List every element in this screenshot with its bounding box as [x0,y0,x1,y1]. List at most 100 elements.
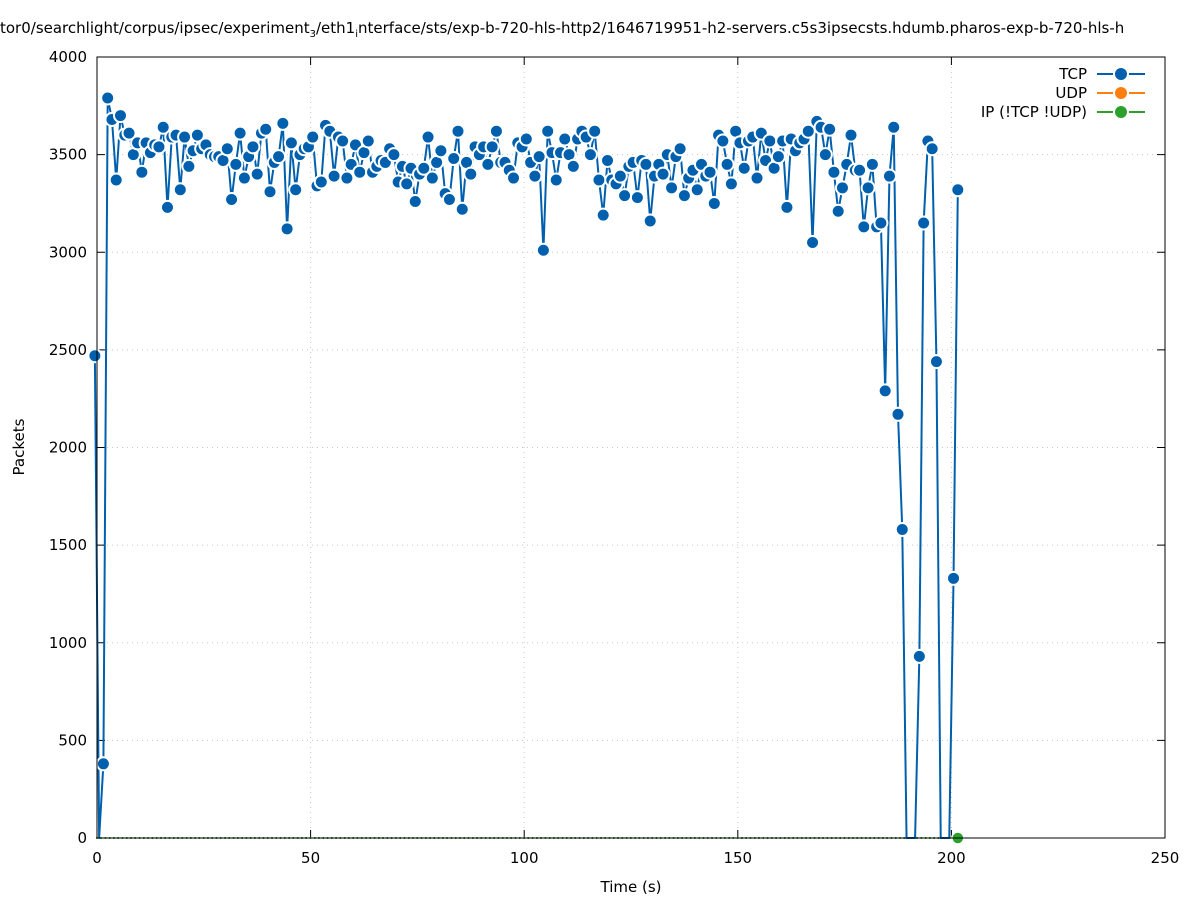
tcp-point [249,166,265,182]
tcp-point [288,182,304,198]
tcp-point [548,172,564,188]
tcp-point [313,174,329,190]
x-tick-label: 250 [1151,849,1180,867]
tcp-point [770,149,786,165]
tcp-point [535,242,551,258]
tcp-point [245,139,261,155]
title-subscript: 3 [309,29,316,40]
tcp-point [911,648,927,664]
tcp-point [279,221,295,237]
tcp-point [843,127,859,143]
y-tick-label: 1000 [49,634,87,652]
tcp-point [224,192,240,208]
tcp-point [446,151,462,167]
x-tick-label: 0 [92,849,102,867]
tcp-point [420,129,436,145]
tcp-point [595,207,611,223]
title-part: nterface/sts/exp-b-720-hls-http2/1646719… [358,19,1125,37]
tcp-point [181,158,197,174]
legend-label: UDP [1055,84,1087,102]
tcp-point [159,199,175,215]
x-tick-label: 200 [937,849,966,867]
tcp-point [108,172,124,188]
tcp-point [155,119,171,135]
tcp-point [271,149,287,165]
tcp-point [531,149,547,165]
tcp-point [134,164,150,180]
tcp-point [339,170,355,186]
tcp-point [433,143,449,159]
y-tick-label: 2000 [49,439,87,457]
tcp-point [87,348,103,364]
legend-marker [1115,68,1127,80]
title-part: /eth1 [316,19,356,37]
title-part: tor0/searchlight/corpus/ipsec/experiment [0,19,310,37]
tcp-point [702,164,718,180]
tcp-point [689,182,705,198]
tcp-point [407,193,423,209]
tcp-point [924,141,940,157]
tcp-point [762,133,778,149]
tcp-point [305,129,321,145]
tcp-point [518,131,534,147]
tcp-point [830,203,846,219]
tcp-point [360,133,376,149]
y-tick-label: 2500 [49,341,87,359]
legend-marker [1115,87,1127,99]
tcp-point [676,188,692,204]
x-tick-label: 100 [510,849,539,867]
tcp-point [706,195,722,211]
y-tick-label: 1500 [49,536,87,554]
tcp-point [172,182,188,198]
tcp-point [399,176,415,192]
y-tick-label: 4000 [49,48,87,66]
tcp-point [283,135,299,151]
tcp-point [886,119,902,135]
tcp-point [335,133,351,149]
tcp-point [587,123,603,139]
tcp-point [582,147,598,163]
tcp-point [805,234,821,250]
tcp-point [822,121,838,137]
legend-label: IP (!TCP !UDP) [981,103,1087,121]
tcp-point [189,127,205,143]
legend-label: TCP [1058,65,1087,83]
tcp-point [591,172,607,188]
tcp-point [890,406,906,422]
tcp-point [715,133,731,149]
tcp-point [506,170,522,186]
y-tick-label: 3500 [49,146,87,164]
tcp-point [488,123,504,139]
tcp-point [834,180,850,196]
tcp-point [228,156,244,172]
tcp-point [928,354,944,370]
tcp-point [484,139,500,155]
tcp-point [642,213,658,229]
tcp-point [723,176,739,192]
tcp-point [151,139,167,155]
tcp-point [236,170,252,186]
tcp-point [95,756,111,772]
tcp-point [540,123,556,139]
tcp-point [950,182,966,198]
x-tick-label: 150 [723,849,752,867]
tcp-point [100,90,116,106]
chart-title: tor0/searchlight/corpus/ipsec/experiment… [0,19,1124,40]
y-axis-label: Packets [10,418,28,475]
tcp-point [441,192,457,208]
tcp-point [121,125,137,141]
tcp-point [655,166,671,182]
tcp-point [779,199,795,215]
x-tick-label: 50 [301,849,320,867]
legend-marker [1115,106,1127,118]
tcp-point [719,156,735,172]
tcp-point [600,152,616,168]
x-axis-label: Time (s) [600,878,662,896]
tcp-point [557,131,573,147]
tcp-point [386,147,402,163]
tcp-point [454,201,470,217]
tcp-point [860,180,876,196]
tcp-point [638,156,654,172]
tcp-point [258,121,274,137]
